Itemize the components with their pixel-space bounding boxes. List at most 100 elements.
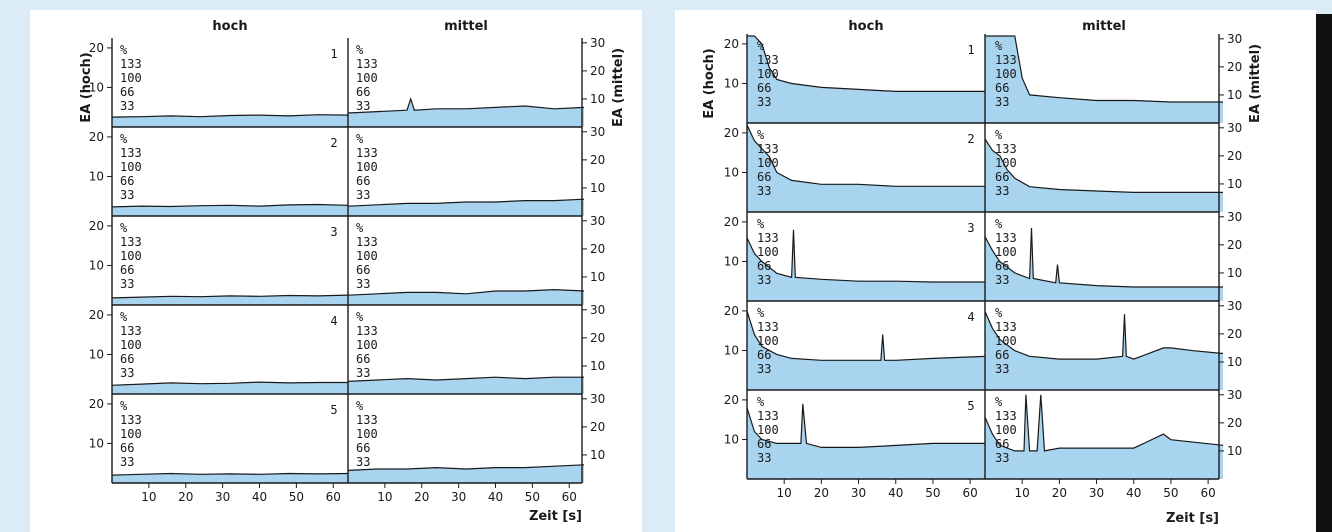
percent-scale-label: 33	[356, 366, 370, 380]
figure-panel-left: hoch mittel 1% 133 100 66 33% 133 100 66 33 10 20 10 2…	[30, 10, 642, 532]
series-area-mittel-row-4	[985, 311, 1223, 390]
x-tick-label: 50	[1163, 486, 1178, 500]
percent-scale-label: 100	[757, 245, 779, 259]
y-tick-label-right: 10	[1227, 355, 1242, 369]
percent-scale-label: 133	[356, 324, 378, 338]
percent-scale-label: %	[757, 39, 765, 53]
y-tick-label-right: 20	[1227, 327, 1242, 341]
series-line-mittel-row-1	[347, 96, 585, 114]
y-tick-label-right: 30	[1227, 32, 1242, 46]
percent-scale-label: 133	[995, 53, 1017, 67]
percent-scale-label: 33	[120, 188, 134, 202]
y-tick-label-right: 30	[1227, 299, 1242, 313]
y-tick-label-right: 20	[590, 331, 605, 345]
y-tick-label-right: 20	[590, 64, 605, 78]
series-line-mittel-row-3	[984, 227, 1223, 288]
x-tick-label: 60	[562, 490, 577, 504]
y-tick-label-left: 10	[724, 165, 739, 179]
series-line-mittel-row-3	[347, 288, 585, 296]
percent-scale-label: 66	[995, 437, 1009, 451]
y-tick-label-right: 20	[1227, 60, 1242, 74]
x-tick-label: 30	[851, 486, 866, 500]
percent-scale-label: 100	[757, 67, 779, 81]
y-tick-label-right: 30	[1227, 210, 1242, 224]
x-tick-label: 60	[1200, 486, 1215, 500]
x-tick-label: 10	[1015, 486, 1030, 500]
percent-scale-label: %	[120, 310, 128, 324]
percent-scale-label: 133	[757, 320, 779, 334]
percent-scale-label: %	[995, 128, 1003, 142]
percent-scale-label: 133	[356, 146, 378, 160]
x-tick-label: 50	[289, 490, 304, 504]
row-label-1: 1	[967, 43, 974, 57]
percent-scale-label: 33	[995, 184, 1009, 198]
percent-scale-label: %	[120, 399, 128, 413]
x-tick-label: 50	[525, 490, 540, 504]
series-area-mittel-row-3	[985, 228, 1223, 301]
percent-scale-label: 100	[356, 160, 378, 174]
percent-scale-label: %	[356, 310, 364, 324]
y-tick-label-right: 10	[1227, 444, 1242, 458]
percent-scale-label: %	[995, 395, 1003, 409]
percent-scale-label: 100	[120, 427, 142, 441]
y-tick-label-left: 10	[724, 432, 739, 446]
percent-scale-label: 133	[757, 409, 779, 423]
percent-scale-label: %	[757, 217, 765, 231]
percent-scale-label: 66	[995, 348, 1009, 362]
percent-scale-label: %	[757, 306, 765, 320]
percent-scale-label: %	[120, 132, 128, 146]
y-tick-label-right: 20	[1227, 149, 1242, 163]
percent-scale-label: %	[120, 43, 128, 57]
percent-scale-label: 33	[356, 188, 370, 202]
series-line-mittel-row-5	[984, 394, 1224, 452]
percent-scale-label: 100	[120, 338, 142, 352]
series-area-hoch-row-4	[112, 382, 348, 394]
series-area-mittel-row-2	[985, 139, 1223, 212]
percent-scale-label: 66	[356, 174, 370, 188]
y-tick-label-left: 20	[724, 215, 739, 229]
percent-scale-label: 100	[356, 71, 378, 85]
series-line-mittel-row-4	[347, 376, 584, 382]
percent-scale-label: 133	[356, 57, 378, 71]
x-tick-label: 30	[215, 490, 230, 504]
series-area-hoch-row-3	[112, 295, 348, 305]
y-tick-label-right: 10	[590, 270, 605, 284]
y-tick-label-left: 20	[89, 308, 104, 322]
percent-scale-label: 33	[120, 99, 134, 113]
series-line-mittel-row-4	[984, 311, 1224, 360]
row-label-4: 4	[330, 314, 337, 328]
row-label-1: 1	[330, 47, 337, 61]
y-tick-label-right: 10	[590, 181, 605, 195]
percent-scale-label: 66	[757, 170, 771, 184]
percent-scale-label: 33	[757, 95, 771, 109]
x-tick-label: 60	[962, 486, 977, 500]
y-tick-label-left: 20	[89, 397, 104, 411]
percent-scale-label: 133	[757, 53, 779, 67]
percent-scale-label: 133	[120, 235, 142, 249]
percent-scale-label: 133	[995, 409, 1017, 423]
percent-scale-label: %	[120, 221, 128, 235]
percent-scale-label: 33	[356, 455, 370, 469]
series-line-hoch-row-2	[111, 203, 349, 208]
percent-scale-label: 33	[757, 184, 771, 198]
series-line-hoch-row-5	[111, 472, 349, 476]
x-tick-label: 40	[888, 486, 903, 500]
y-tick-label-right: 10	[590, 359, 605, 373]
x-tick-label: 10	[777, 486, 792, 500]
y-axis-label-left: EA (hoch)	[79, 52, 94, 123]
series-area-hoch-row-5	[747, 403, 985, 479]
series-area-mittel-row-4	[348, 377, 584, 394]
series-area-mittel-row-3	[348, 289, 584, 305]
percent-scale-label: 66	[120, 441, 134, 455]
percent-scale-label: 33	[120, 277, 134, 291]
percent-scale-label: 66	[120, 352, 134, 366]
series-area-hoch-row-4	[747, 310, 985, 390]
x-tick-label: 20	[414, 490, 429, 504]
row-label-2: 2	[330, 136, 337, 150]
y-axis-label-right: EA (mittel)	[611, 48, 626, 127]
figure-panel-right: hoch mittel 1% 133 100 66 33% 133 100 66 33 10 20 10 2…	[675, 10, 1316, 532]
column-title-mittel: mittel	[444, 19, 488, 34]
x-tick-label: 30	[1089, 486, 1104, 500]
series-line-mittel-row-2	[347, 198, 585, 207]
percent-scale-label: 133	[757, 142, 779, 156]
